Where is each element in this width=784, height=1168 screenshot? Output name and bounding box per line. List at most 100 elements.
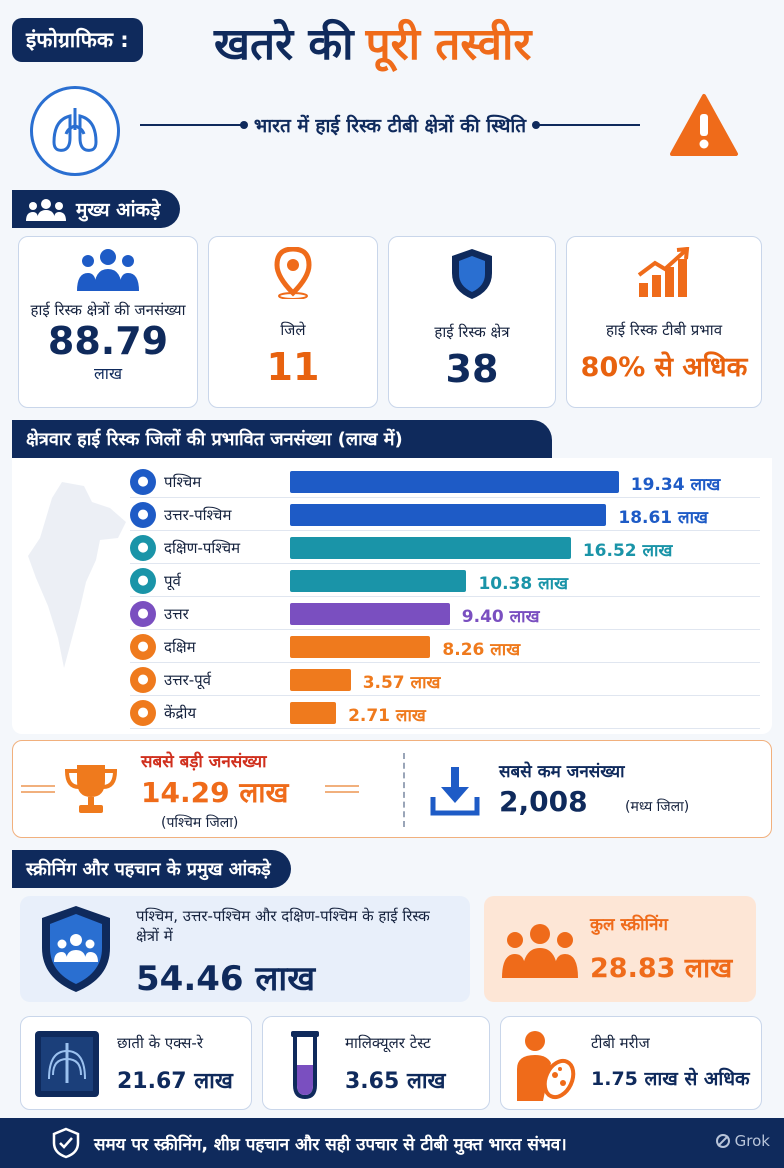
bar-row: ● पश्चिम 19.34 लाख	[130, 466, 760, 498]
warning-icon	[668, 92, 740, 162]
tb-patients-value: 1.75 लाख से अधिक	[591, 1068, 750, 1090]
bar-row: ● उत्तर-पूर्व 3.57 लाख	[130, 664, 760, 696]
molecular-test-label: मालिक्यूलर टेस्ट	[345, 1034, 431, 1052]
region-icon: ●	[130, 600, 156, 627]
largest-label: सबसे बड़ी जनसंख्या	[141, 752, 267, 772]
title-part-1: खतरे की	[214, 19, 354, 70]
stat-card-impact: हाई रिस्क टीबी प्रभाव 80% से अधिक	[566, 236, 762, 408]
bar-value-label: 9.40 लाख	[461, 606, 540, 627]
region-icon: ●	[130, 468, 156, 495]
tb-patients-card: टीबी मरीज 1.75 लाख से अधिक	[500, 1016, 762, 1110]
subtitle-row: भारत में हाई रिस्क टीबी क्षेत्रों की स्थ…	[140, 112, 641, 138]
key-stats-heading-text: मुख्य आंकड़े	[76, 199, 161, 221]
shield-people-icon	[42, 906, 110, 992]
bar-row: ● दक्षिण-पश्चिम 16.52 लाख	[130, 532, 760, 564]
growth-chart-icon	[637, 246, 690, 297]
bar	[290, 668, 351, 691]
stat-label: हाई रिस्क टीबी प्रभाव	[605, 321, 723, 339]
watermark-text: Grok	[734, 1132, 770, 1150]
footer-text: समय पर स्क्रीनिंग, शीघ्र पहचान और सही उप…	[94, 1134, 567, 1155]
bar-row: ● केंद्रीय 2.71 लाख	[130, 697, 760, 729]
trophy-icon	[64, 765, 118, 813]
bar-value-label: 18.61 लाख	[618, 507, 708, 528]
stat-unit: लाख	[93, 364, 123, 384]
highlights-box: सबसे बड़ी जनसंख्या 14.29 लाख (पश्चिम जिल…	[12, 740, 772, 838]
stat-label: हाई रिस्क क्षेत्र	[434, 323, 510, 341]
map-pin-icon	[274, 246, 312, 300]
total-screening-card: कुल स्क्रीनिंग 28.83 लाख	[484, 896, 756, 1002]
people-icon	[26, 199, 66, 221]
subtitle: भारत में हाई रिस्क टीबी क्षेत्रों की स्थ…	[253, 115, 527, 137]
region-icon: ●	[130, 666, 156, 693]
molecular-test-value: 3.65 लाख	[345, 1069, 446, 1094]
region-icon: ●	[130, 633, 156, 660]
infographic-tag: इंफोग्राफिक :	[12, 18, 143, 62]
bar-row: ● उत्तर 9.40 लाख	[130, 598, 760, 630]
stat-label: हाई रिस्क क्षेत्रों की जनसंख्या	[30, 301, 186, 319]
bar-category-label: दक्षिण-पश्चिम	[164, 538, 241, 557]
xray-label: छाती के एक्स-रे	[117, 1034, 203, 1052]
largest-note: (पश्चिम जिला)	[161, 815, 239, 831]
molecular-test-card: मालिक्यूलर टेस्ट 3.65 लाख	[262, 1016, 490, 1110]
bar-category-label: उत्तर	[164, 604, 189, 623]
grok-logo-icon	[715, 1134, 730, 1148]
bar-value-label: 10.38 लाख	[478, 573, 568, 594]
stat-card-districts: जिले 11	[208, 236, 378, 408]
bar	[290, 635, 431, 658]
lungs-icon	[30, 86, 120, 176]
xray-value: 21.67 लाख	[117, 1069, 233, 1094]
largest-value: 14.29 लाख	[141, 776, 289, 809]
bar	[290, 470, 619, 493]
bar-row: ● दक्षिम 8.26 लाख	[130, 631, 760, 663]
tb-patient-icon	[517, 1031, 576, 1101]
bar-category-label: दक्षिम	[164, 637, 196, 656]
smallest-note: (मध्य जिला)	[625, 799, 690, 815]
screening-regions-text: पश्चिम, उत्तर-पश्चिम और दक्षिण-पश्चिम के…	[136, 907, 430, 946]
bar-value-label: 8.26 लाख	[442, 639, 521, 660]
stat-value: 80% से अधिक	[580, 351, 748, 383]
region-icon: ●	[130, 567, 156, 594]
bar-row: ● उत्तर-पश्चिम 18.61 लाख	[130, 499, 760, 531]
bar	[290, 701, 337, 724]
total-screening-value: 28.83 लाख	[590, 953, 733, 984]
region-icon: ●	[130, 501, 156, 528]
smallest-value: 2,008	[499, 785, 588, 818]
footer-banner: समय पर स्क्रीनिंग, शीघ्र पहचान और सही उप…	[0, 1118, 784, 1168]
bar	[290, 569, 467, 592]
shield-icon	[452, 249, 492, 299]
screening-regions-value: 54.46 लाख	[136, 959, 316, 999]
xray-card: छाती के एक्स-रे 21.67 लाख	[20, 1016, 252, 1110]
bar-category-label: उत्तर-पूर्व	[164, 670, 211, 689]
title-part-2: पूरी तस्वीर	[365, 19, 532, 70]
bar-category-label: केंद्रीय	[164, 703, 197, 722]
region-icon: ●	[130, 534, 156, 561]
people-icon	[77, 249, 139, 291]
header: इंफोग्राफिक : खतरे की पूरी तस्वीर भारत म…	[0, 0, 784, 180]
bar-value-label: 19.34 लाख	[630, 474, 721, 495]
bar-category-label: पूर्व	[164, 571, 181, 590]
xray-icon	[35, 1031, 99, 1097]
watermark: Grok	[715, 1132, 770, 1150]
stat-value: 88.79	[47, 318, 169, 363]
bar	[290, 503, 607, 526]
bar-category-label: पश्चिम	[164, 472, 202, 491]
bar	[290, 602, 450, 625]
stat-card-zones: हाई रिस्क क्षेत्र 38	[388, 236, 556, 408]
test-tube-icon	[291, 1031, 319, 1100]
regions-chart-heading: क्षेत्रवार हाई रिस्क जिलों की प्रभावित ज…	[12, 420, 552, 458]
bar	[290, 536, 571, 559]
bar-value-label: 2.71 लाख	[348, 705, 426, 726]
region-icon: ●	[130, 699, 156, 726]
screening-heading-text: स्क्रीनिंग और पहचान के प्रमुख आंकड़े	[26, 859, 271, 880]
smallest-label: सबसे कम जनसंख्या	[499, 762, 625, 782]
bar-value-label: 16.52 लाख	[582, 540, 673, 561]
stat-value: 38	[445, 346, 499, 391]
bar-value-label: 3.57 लाख	[362, 672, 441, 693]
key-stats-heading: मुख्य आंकड़े	[12, 190, 181, 228]
stat-label: जिले	[280, 321, 306, 339]
india-map-icon	[28, 482, 126, 668]
regions-chart-title: क्षेत्रवार हाई रिस्क जिलों की प्रभावित ज…	[26, 429, 403, 450]
tb-patients-label: टीबी मरीज	[591, 1034, 650, 1052]
bar-category-label: उत्तर-पश्चिम	[164, 505, 232, 524]
download-arrow-icon	[430, 767, 480, 816]
